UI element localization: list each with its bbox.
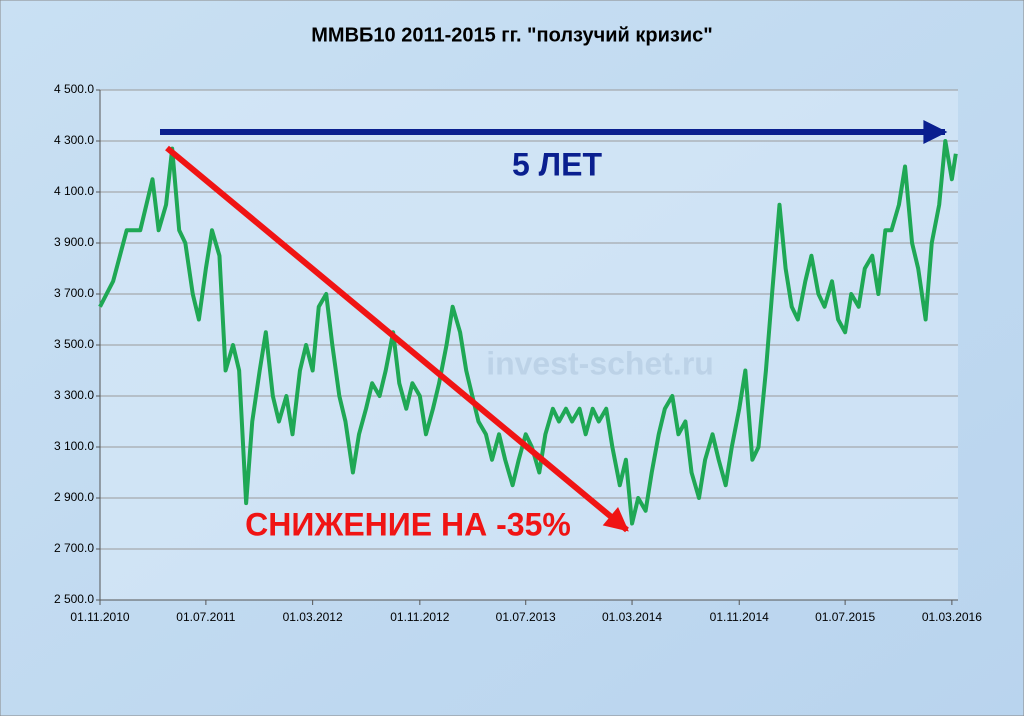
plot (98, 139, 958, 526)
y-tick-label: 3 900.0 (54, 235, 94, 249)
x-tick-label: 01.11.2014 (710, 610, 769, 624)
y-tick-label: 4 500.0 (54, 82, 94, 96)
y-tick-label: 3 300.0 (54, 388, 94, 402)
x-tick-label: 01.03.2014 (602, 610, 662, 624)
y-tick-label: 4 100.0 (54, 184, 94, 198)
chart-title: ММВБ10 2011-2015 гг. "ползучий кризис" (311, 24, 712, 46)
y-tick-label: 2 900.0 (54, 490, 94, 504)
arrow-decline (165, 145, 629, 533)
x-tick-label: 01.11.2012 (390, 610, 449, 624)
annotation: СНИЖЕНИЕ НА -35% (245, 506, 571, 542)
x-tick-label: 01.11.2010 (70, 610, 129, 624)
line (98, 139, 958, 526)
y-tick-label: 2 500.0 (54, 592, 94, 606)
annotation: 5 ЛЕТ (512, 146, 602, 182)
x-tick-label: 01.07.2011 (176, 610, 235, 624)
grid: 2 500.0 2 700.0 2 900.0 3 100.0 3 300.0 3 500… (54, 82, 982, 624)
watermark: invest-schet.ru (486, 345, 714, 381)
y-tick-label: 3 700.0 (54, 286, 94, 300)
y-tick-label: 3 500.0 (54, 337, 94, 351)
y-tick-label: 4 300.0 (54, 133, 94, 147)
x-tick-label: 01.03.2012 (283, 610, 343, 624)
x-tick-label: 01.07.2013 (496, 610, 556, 624)
x-tick-label: 01.03.2016 (922, 610, 982, 624)
y-tick-label: 3 100.0 (54, 439, 94, 453)
y-tick-label: 2 700.0 (54, 541, 94, 555)
x-tick-label: 01.07.2015 (815, 610, 875, 624)
